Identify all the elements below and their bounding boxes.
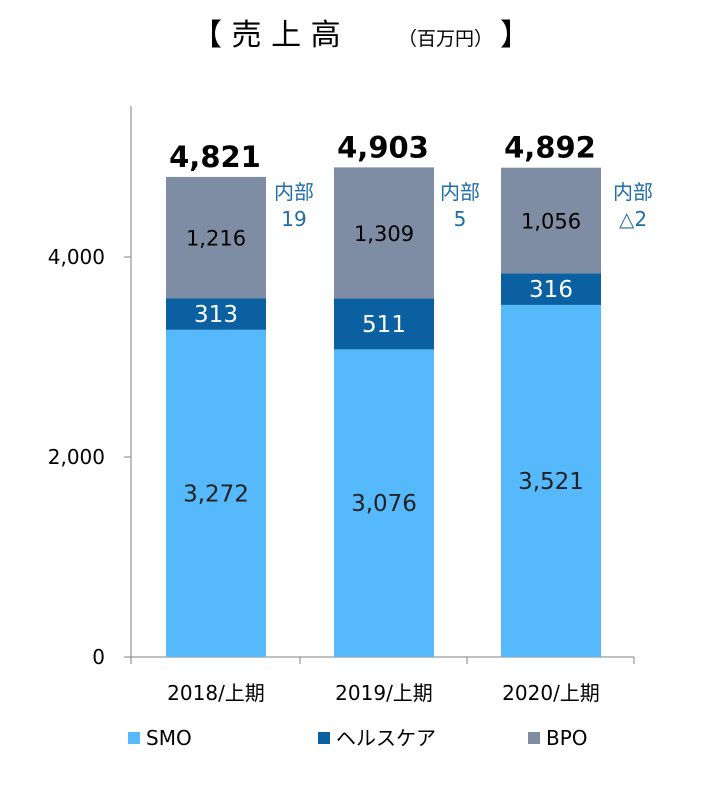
x-category-label: 2019/上期 (335, 681, 433, 705)
chart-title: 【 売 上 高 （百万円） 】 (192, 18, 530, 53)
chart-title-unit: （百万円） (398, 28, 493, 50)
axes: 0 2,000 4,000 2018/上期 2019/上期 2020/上期 (48, 106, 635, 705)
total-label: 4,903 (337, 130, 429, 164)
data-label: 3,076 (351, 491, 417, 517)
bar-segment (334, 298, 434, 350)
bar-segment (334, 349, 434, 657)
data-label: 3,521 (518, 469, 584, 495)
annotation-label: 内部 (613, 180, 653, 204)
total-label: 4,892 (504, 131, 596, 165)
annotation-value: △2 (619, 207, 647, 231)
annotation-label: 内部 (440, 180, 480, 204)
legend-swatch (128, 732, 140, 744)
labels: 3,272 313 1,216 4,821 内部 19 3,076 511 1,309 4,903… (169, 130, 653, 517)
bar-segment (501, 167, 601, 274)
data-label: 1,309 (354, 222, 414, 246)
legend-label: ヘルスケア (336, 726, 436, 750)
bar-segment (334, 167, 434, 299)
bar-segment (501, 273, 601, 305)
legend-label: SMO (146, 726, 192, 750)
bar-segment (166, 329, 266, 657)
y-tick-label: 4,000 (48, 245, 105, 269)
annotation-label: 内部 (274, 180, 314, 204)
bar-segment (166, 298, 266, 330)
legend-swatch (318, 732, 330, 744)
chart-title-close: 】 (500, 18, 530, 53)
chart-title-main: 【 売 上 高 (192, 18, 341, 53)
legend-swatch (528, 732, 540, 744)
total-label: 4,821 (169, 140, 261, 174)
y-tick-label: 2,000 (48, 445, 105, 469)
x-category-label: 2018/上期 (167, 681, 265, 705)
bar-segment (501, 304, 601, 657)
data-label: 1,216 (186, 227, 246, 251)
bars (166, 167, 601, 657)
data-label: 511 (362, 312, 406, 338)
legend: SMO ヘルスケア BPO (128, 726, 588, 750)
x-category-label: 2020/上期 (502, 681, 600, 705)
annotation-value: 5 (454, 207, 467, 231)
data-label: 3,272 (183, 481, 249, 507)
y-tick-label: 0 (92, 645, 105, 669)
data-label: 313 (194, 302, 238, 328)
data-label: 1,056 (521, 210, 581, 234)
data-label: 316 (529, 277, 573, 303)
legend-label: BPO (546, 726, 588, 750)
bar-segment (166, 176, 266, 299)
annotation-value: 19 (281, 207, 306, 231)
